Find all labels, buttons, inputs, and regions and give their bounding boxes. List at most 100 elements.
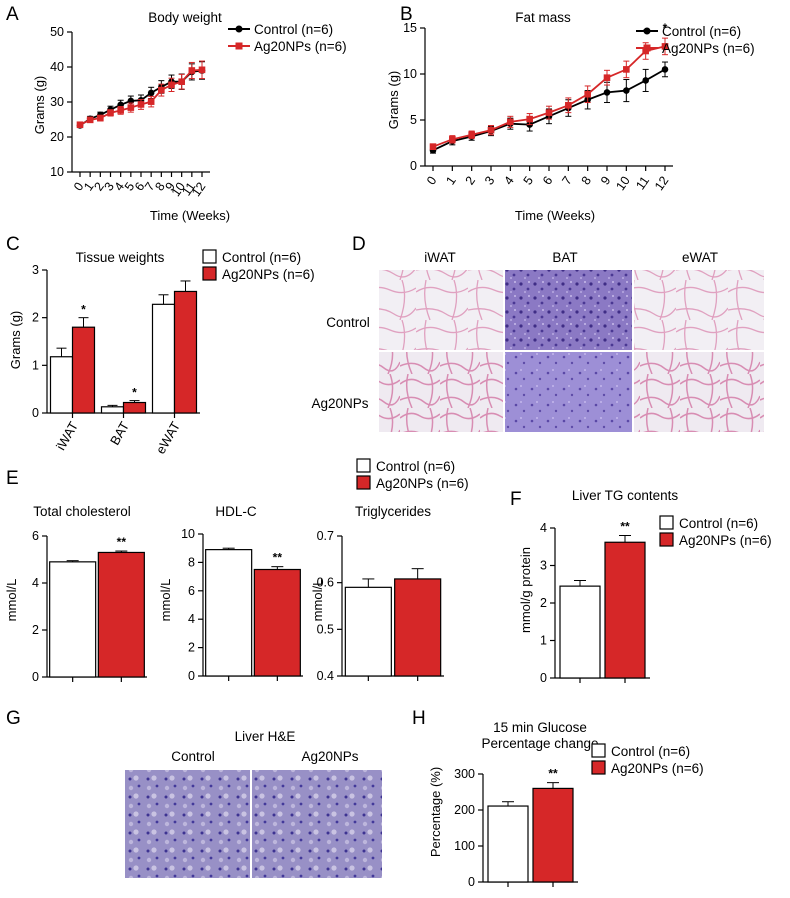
y-tick-label: 2	[540, 596, 547, 610]
data-point	[76, 121, 84, 129]
y-tick-label: 5	[410, 113, 417, 127]
x-tick-label: 8	[579, 174, 594, 188]
panel-label-b: B	[400, 4, 413, 25]
y-axis-label-a: Grams (g)	[32, 76, 47, 135]
histology-image-bat-control	[505, 270, 632, 350]
chart-title-f: Liver TG contents	[572, 488, 679, 503]
data-point	[545, 109, 553, 116]
panel-c-tissue-weights: Tissue weights Grams (g) 0 1 2 3 iWAT BAT eWAT…	[8, 249, 315, 457]
y-tick-label: 8	[188, 555, 195, 569]
data-point	[147, 98, 155, 105]
y-axis-label-e2: mmol/L	[158, 579, 173, 622]
bar	[253, 568, 301, 677]
legend-e: Control (n=6) Ag20NPs (n=6)	[356, 458, 469, 491]
data-point	[107, 109, 114, 117]
legend-text-control-c: Control (n=6)	[222, 250, 301, 265]
panel-label-g: G	[6, 708, 21, 729]
legend-h: Control (n=6) Ag20NPs (n=6)	[591, 743, 704, 776]
legend-swatch-control-h	[591, 743, 606, 758]
y-tick-label: 50	[50, 25, 64, 39]
plot-area-e3: 0.4 0.5 0.6 0.7	[317, 529, 444, 683]
data-point	[449, 136, 456, 143]
y-tick-label: 10	[181, 527, 195, 541]
x-tick-label: eWAT	[153, 419, 183, 457]
x-tick-label: 6	[540, 174, 555, 188]
data-point	[178, 78, 185, 85]
panel-e-hdl-c: HDL-C mmol/L 0 2 4 6 8 10 **	[158, 504, 303, 683]
y-tick-label: 20	[50, 130, 64, 144]
bar	[151, 303, 176, 414]
bar	[394, 578, 442, 677]
chart-title-b: Fat mass	[515, 10, 571, 25]
y-axis-label-e3: mmol/L	[310, 579, 325, 622]
histology-image-iwat-control	[379, 270, 503, 350]
y-tick-label: 10	[50, 165, 64, 179]
y-axis-label-b: Grams (g)	[386, 71, 401, 130]
x-tick-label: 9	[598, 174, 613, 188]
x-tick-label: 10	[169, 180, 188, 199]
plot-area-e1: 0 2 4 6 **	[32, 529, 147, 684]
chart-title2-h: Percentage change	[481, 736, 598, 751]
data-point	[603, 89, 611, 96]
x-tick-label: 3	[482, 174, 497, 188]
data-point	[661, 43, 669, 50]
significance-marker: **	[273, 551, 283, 565]
y-tick-label: 300	[454, 767, 475, 781]
data-point	[526, 115, 533, 123]
x-tick-label: BAT	[107, 419, 132, 448]
panel-label-e: E	[6, 468, 19, 489]
y-tick-label: 3	[540, 559, 547, 573]
bar	[205, 549, 253, 677]
y-tick-label: 2	[32, 623, 39, 637]
bar	[487, 805, 529, 883]
x-tick-label: 11	[633, 174, 652, 193]
x-tick-label: 2	[463, 174, 478, 188]
legend-f: Control (n=6) Ag20NPs (n=6)	[659, 515, 772, 548]
y-tick-label: 2	[32, 311, 39, 325]
histology-image-bat-ag20	[505, 352, 632, 432]
x-tick-label: 1	[443, 174, 458, 188]
data-point	[97, 114, 104, 122]
histology-col-ewat: eWAT	[682, 250, 718, 265]
data-point	[623, 66, 630, 73]
y-tick-label: 6	[188, 584, 195, 598]
y-tick-label: 15	[403, 21, 417, 35]
histology-g-col-control: Control	[171, 749, 215, 764]
y-tick-label: 40	[50, 60, 64, 74]
legend-swatch-control-c	[202, 249, 217, 264]
legend-text-ag20-f: Ag20NPs (n=6)	[679, 533, 772, 548]
y-tick-label: 3	[32, 263, 39, 277]
legend-swatch-ag20-f	[659, 532, 674, 547]
x-tick-label: iWAT	[53, 419, 81, 453]
data-point	[507, 118, 514, 126]
y-axis-label-e1: mmol/L	[4, 579, 19, 622]
data-point	[117, 107, 124, 114]
panel-d-adipose-histology: iWAT BAT eWAT Control Ag20NPs	[311, 250, 764, 432]
y-tick-label: 4	[32, 576, 39, 590]
data-point	[86, 116, 94, 124]
y-tick-label: 1	[540, 634, 547, 648]
histology-image-liver-ag20	[252, 770, 382, 878]
legend-text-ag20-b: Ag20NPs (n=6)	[662, 41, 755, 56]
histology-image-ewat-ag20	[634, 352, 764, 432]
y-tick-label: 0	[468, 875, 475, 889]
y-tick-label: 0.6	[317, 576, 334, 590]
y-tick-label: 0	[32, 406, 39, 420]
bar	[49, 356, 74, 414]
data-point	[468, 131, 475, 139]
y-tick-label: 200	[454, 803, 475, 817]
histology-row-ag20: Ag20NPs	[311, 396, 368, 411]
legend-swatch-ag20-e	[356, 475, 371, 490]
y-tick-label: 30	[50, 95, 64, 109]
legend-marker-control-a	[235, 25, 243, 33]
legend-text-control-a: Control (n=6)	[254, 22, 333, 37]
legend-marker-ag20-a	[235, 42, 243, 50]
panel-g-liver-histology: Liver H&E Control Ag20NPs	[125, 729, 382, 878]
data-point	[198, 66, 206, 74]
legend-text-ag20-a: Ag20NPs (n=6)	[254, 39, 347, 54]
y-tick-label: 0	[188, 669, 195, 683]
x-tick-label: 5	[521, 174, 536, 188]
